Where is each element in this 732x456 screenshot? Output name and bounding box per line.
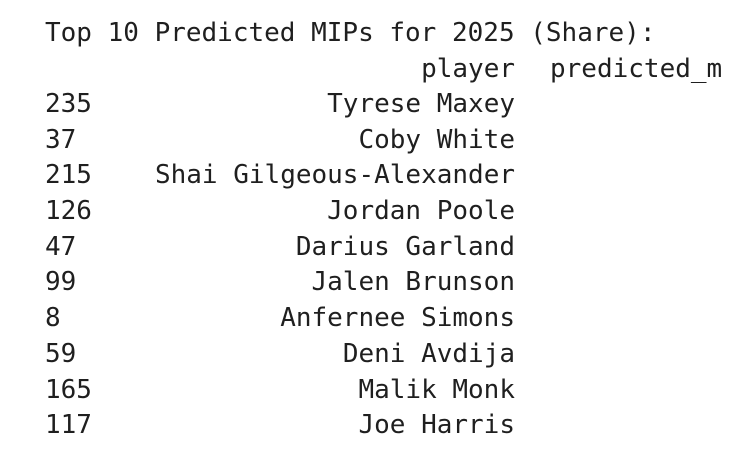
- row-player: Jordan Poole: [327, 196, 515, 226]
- row-index: 8: [45, 303, 61, 333]
- column-header-player: player: [421, 54, 515, 84]
- row-index: 47: [45, 232, 77, 262]
- row-index: 215: [45, 160, 92, 190]
- row-player: Jalen Brunson: [311, 267, 516, 297]
- row-player: Anfernee Simons: [280, 303, 515, 333]
- row-index: 126: [45, 196, 92, 226]
- row-index: 99: [45, 267, 77, 297]
- row-index: 235: [45, 89, 92, 119]
- row-player: Tyrese Maxey: [327, 89, 515, 119]
- row-player: Malik Monk: [358, 375, 515, 405]
- column-header-predicted: predicted_m: [550, 54, 723, 84]
- row-index: 117: [45, 410, 92, 440]
- row-player: Coby White: [358, 125, 515, 155]
- row-player: Shai Gilgeous-Alexander: [154, 160, 515, 190]
- row-player: Deni Avdija: [342, 339, 515, 369]
- row-player: Darius Garland: [295, 232, 515, 262]
- row-index: 165: [45, 375, 92, 405]
- output-title: Top 10 Predicted MIPs for 2025 (Share):: [45, 18, 656, 48]
- row-index: 59: [45, 339, 77, 369]
- row-index: 37: [45, 125, 77, 155]
- row-player: Joe Harris: [358, 410, 515, 440]
